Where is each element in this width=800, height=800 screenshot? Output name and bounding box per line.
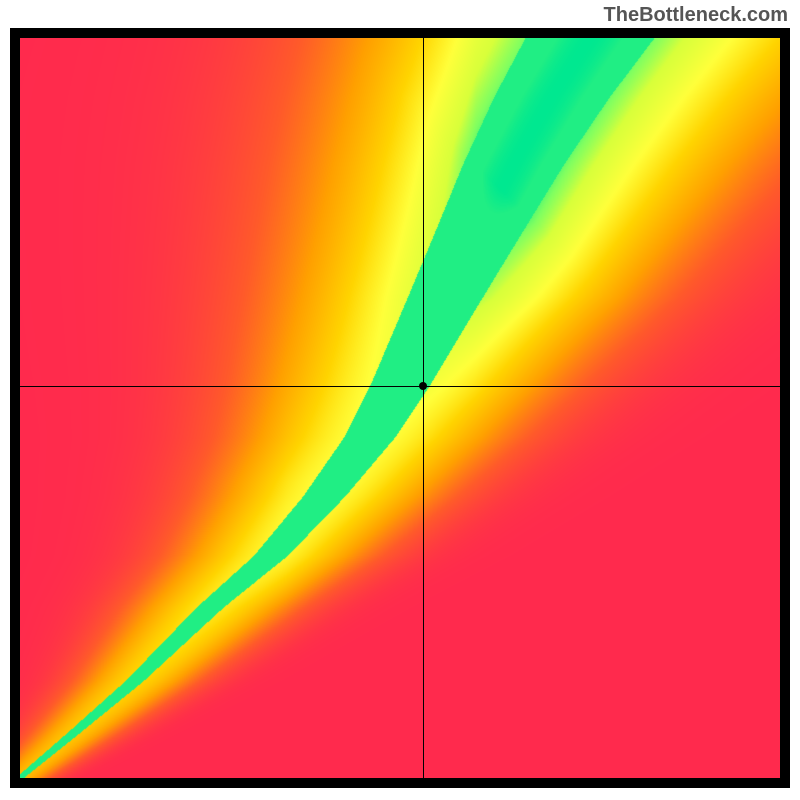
watermark-text: TheBottleneck.com <box>604 4 788 27</box>
marker-dot <box>419 382 427 390</box>
crosshair-vertical <box>423 38 424 778</box>
plot-area <box>20 38 780 778</box>
heatmap-canvas <box>20 38 780 778</box>
chart-container: TheBottleneck.com <box>0 0 800 800</box>
crosshair-horizontal <box>20 386 780 387</box>
chart-frame <box>10 28 790 788</box>
